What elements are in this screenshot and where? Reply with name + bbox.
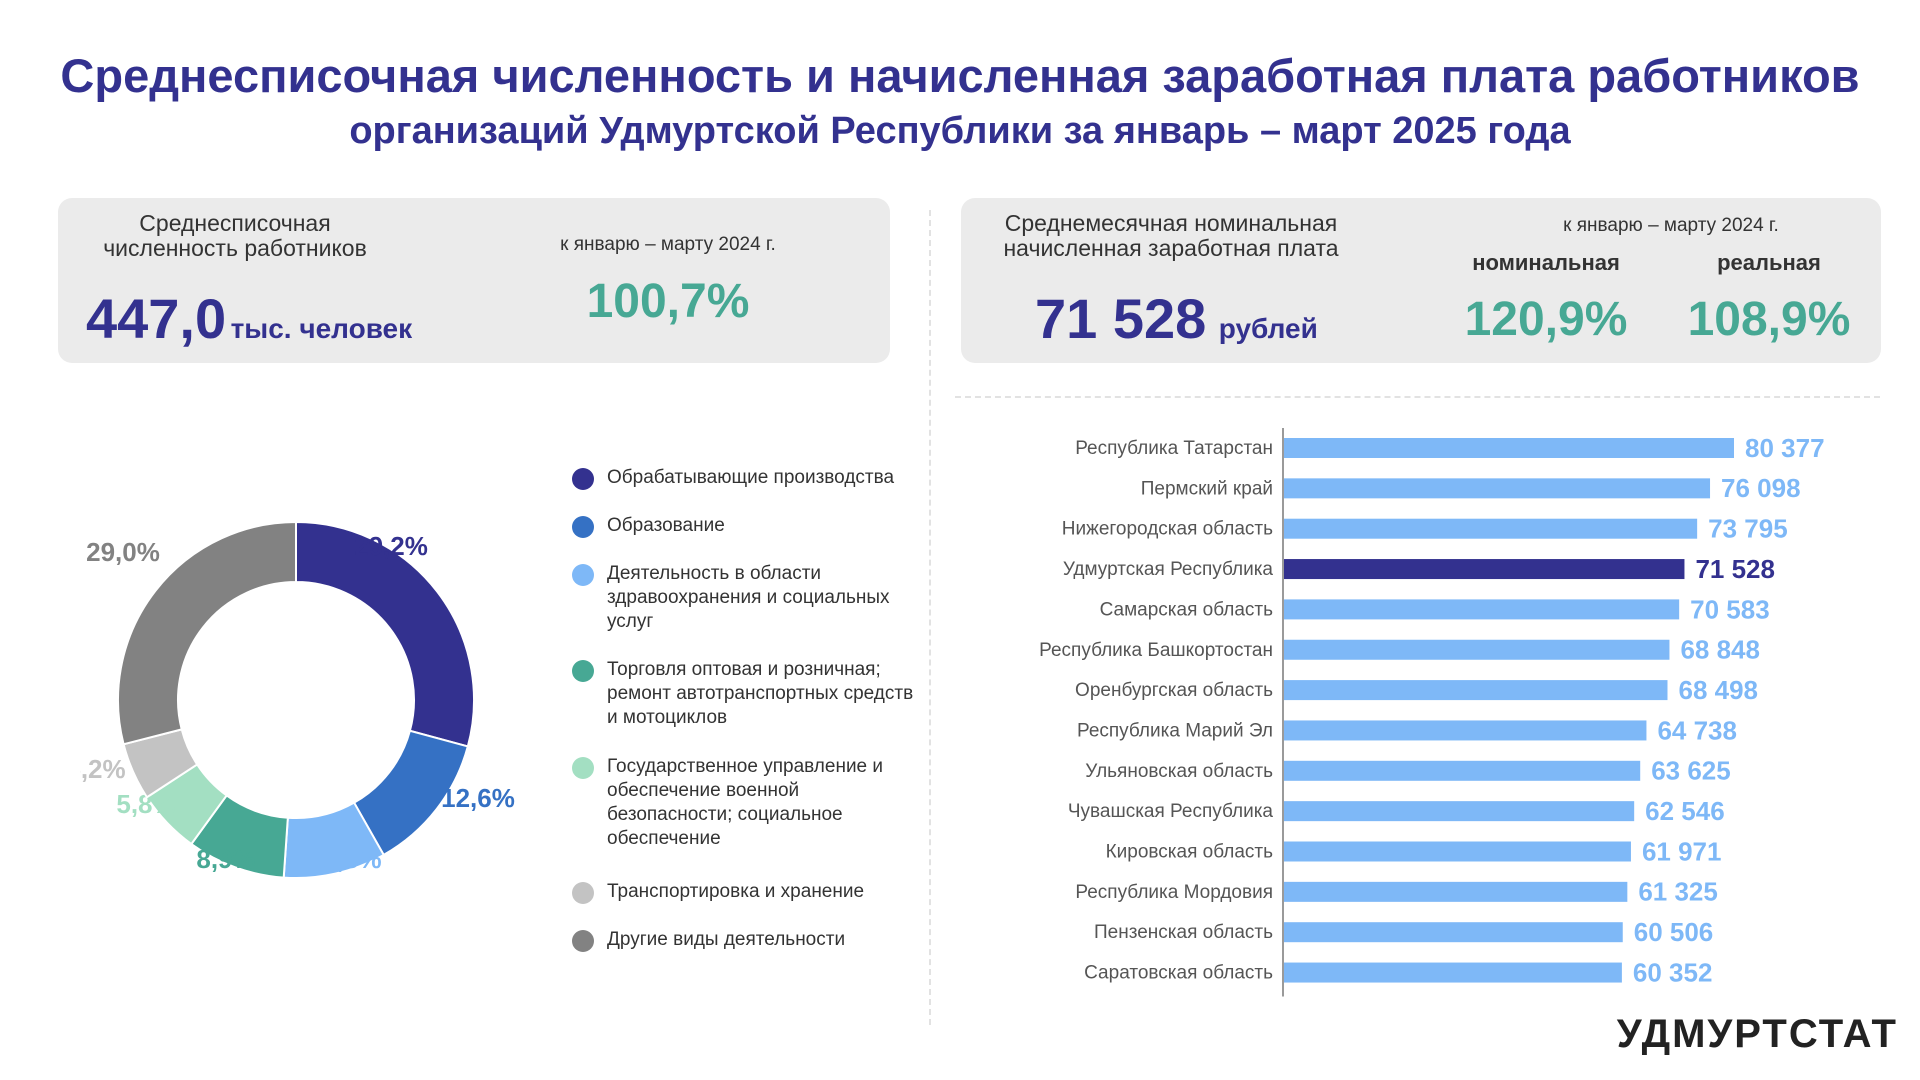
legend-swatch <box>572 516 594 538</box>
salary-value: 71 528 <box>1035 287 1207 350</box>
donut-slice-label: 29,2% <box>354 531 428 561</box>
donut-slice <box>117 520 297 746</box>
bar-category-label: Самарская область <box>1100 599 1274 620</box>
horizontal-divider <box>955 396 1880 398</box>
bar-category-label: Оренбургская область <box>1075 680 1273 701</box>
bar-category-label: Пермский край <box>1141 478 1273 499</box>
vertical-divider <box>929 210 931 1025</box>
bar <box>1284 841 1631 862</box>
legend-label: Другие виды деятельности <box>607 929 846 950</box>
bar <box>1284 881 1628 902</box>
nominal-label: номинальная <box>1472 250 1620 275</box>
bar-value-label: 64 738 <box>1657 715 1737 745</box>
legend-item: Другие виды деятельности <box>572 928 927 952</box>
bar-value-label: 61 325 <box>1638 877 1718 907</box>
donut-slice <box>295 520 475 748</box>
employees-compare-label: к январю – марту 2024 г. <box>560 234 776 255</box>
legend-label: Деятельность в области здравоохранения и… <box>607 563 890 632</box>
employees-unit: тыс. человек <box>230 313 413 344</box>
legend-item: Транспортировка и хранение <box>572 880 927 904</box>
bar-category-label: Пензенская область <box>1094 922 1273 943</box>
legend-label: Торговля оптовая и розничная; ремонт авт… <box>607 659 914 728</box>
legend-swatch <box>572 757 594 779</box>
legend-swatch <box>572 930 594 952</box>
bar <box>1284 478 1711 499</box>
bar <box>1284 438 1734 458</box>
bar-value-label: 70 583 <box>1690 594 1770 624</box>
salary-unit: рублей <box>1218 313 1318 344</box>
page-title: Среднесписочная численность и начисленна… <box>60 49 1860 102</box>
donut-slice-label: 12,6% <box>441 783 515 813</box>
employees-label: Среднесписочная численность работников <box>103 210 367 261</box>
legend-item: Торговля оптовая и розничная; ремонт авт… <box>572 658 927 730</box>
bar-value-label: 60 506 <box>1634 917 1714 947</box>
bar-category-label: Удмуртская Республика <box>1063 559 1274 580</box>
salary-value-block: 71 528 рублей <box>1035 286 1318 351</box>
legend-swatch <box>572 882 594 904</box>
legend-label: Образование <box>607 515 725 536</box>
bar-value-label: 71 528 <box>1695 554 1775 584</box>
bar-value-label: 80 377 <box>1745 433 1825 463</box>
bar-value-label: 76 098 <box>1721 473 1801 503</box>
bar <box>1284 801 1635 822</box>
brand-logo: УДМУРТСТАТ <box>1616 1012 1898 1056</box>
donut-chart: 29,2%12,6%9,3%8,9%5,8%5,2%29,0% <box>80 520 515 879</box>
donut-slice-label: 29,0% <box>86 537 160 567</box>
bar-chart: Республика Татарстан 80 377 Пермский край 7… <box>1039 428 1825 997</box>
donut-slice-label: 9,3% <box>322 844 381 874</box>
bar-category-label: Республика Мордовия <box>1075 882 1273 903</box>
page-subtitle: организаций Удмуртской Республики за янв… <box>349 110 1571 152</box>
bar <box>1284 922 1623 943</box>
bar-category-label: Республика Марий Эл <box>1077 720 1273 741</box>
bar <box>1284 639 1670 660</box>
bar <box>1284 559 1685 580</box>
legend-swatch <box>572 660 594 682</box>
bar-category-label: Нижегородская область <box>1062 519 1273 540</box>
bar-category-label: Республика Башкортостан <box>1039 640 1273 661</box>
bar-category-label: Республика Татарстан <box>1075 438 1273 459</box>
bar <box>1284 962 1622 983</box>
employees-compare-value: 100,7% <box>586 275 750 328</box>
bar-value-label: 60 352 <box>1633 957 1713 987</box>
bar <box>1284 760 1641 781</box>
nominal-value: 120,9% <box>1464 293 1628 346</box>
bar-value-label: 62 546 <box>1645 796 1725 826</box>
bar-value-label: 73 795 <box>1708 514 1788 544</box>
bar-value-label: 68 498 <box>1678 675 1758 705</box>
bar-category-label: Саратовская область <box>1084 963 1273 984</box>
real-label: реальная <box>1717 250 1821 275</box>
bar <box>1284 720 1647 741</box>
legend-item: Деятельность в области здравоохранения и… <box>572 562 927 634</box>
salary-label: Среднемесячная номинальная начисленная з… <box>1003 210 1339 261</box>
real-value: 108,9% <box>1687 293 1851 346</box>
bar-category-label: Ульяновская область <box>1085 761 1273 782</box>
legend-swatch <box>572 468 594 490</box>
legend-label: Транспортировка и хранение <box>607 881 865 902</box>
donut-slice-label: 5,2% <box>80 754 126 784</box>
bar <box>1284 518 1698 539</box>
bar-value-label: 61 971 <box>1642 836 1722 866</box>
legend-label: Обрабатывающие производства <box>607 467 895 488</box>
legend-item: Государственное управление и обеспечение… <box>572 755 927 851</box>
employees-value-block: 447,0 тыс. человек <box>86 286 412 351</box>
legend-item: Образование <box>572 514 927 538</box>
donut-slice-label: 8,9% <box>196 844 255 874</box>
salary-compare-label: к январю – марту 2024 г. <box>1563 215 1779 236</box>
bar-category-label: Чувашская Республика <box>1068 801 1274 822</box>
bar <box>1284 599 1680 620</box>
legend-item: Обрабатывающие производства <box>572 466 927 490</box>
employees-card: Среднесписочная численность работников 4… <box>58 198 890 363</box>
bar-value-label: 68 848 <box>1680 635 1760 665</box>
legend-label: Государственное управление и обеспечение… <box>607 756 884 849</box>
bar-category-label: Кировская область <box>1106 842 1274 863</box>
legend-swatch <box>572 564 594 586</box>
bar <box>1284 680 1668 701</box>
bar-value-label: 63 625 <box>1651 756 1731 786</box>
salary-card: Среднемесячная номинальная начисленная з… <box>961 198 1881 363</box>
employees-value: 447,0 <box>86 287 227 350</box>
